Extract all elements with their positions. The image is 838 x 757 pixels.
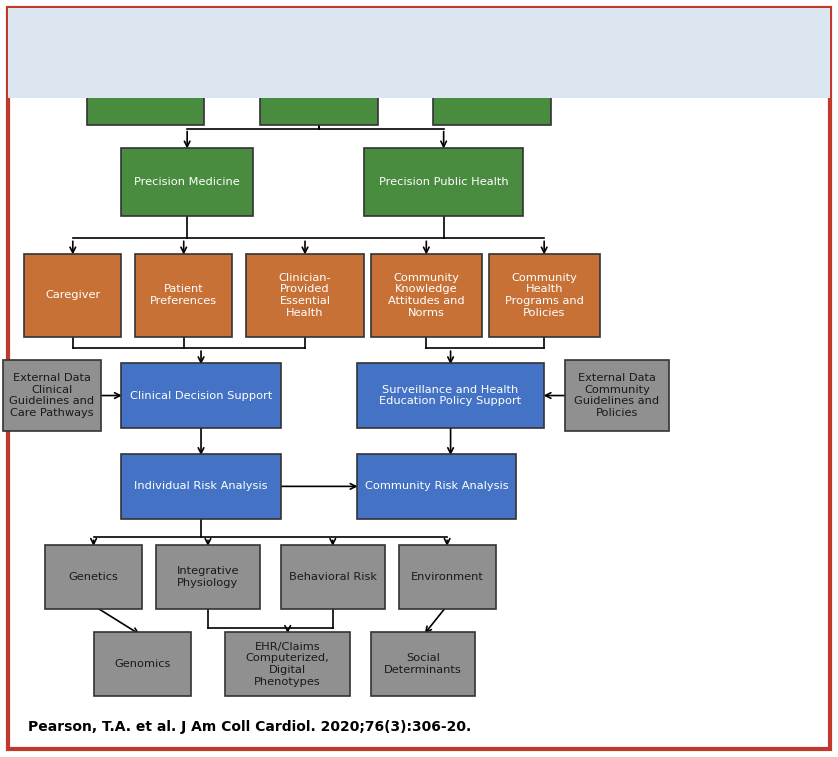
FancyBboxPatch shape xyxy=(3,360,101,431)
Text: Surveillance and Health
Education Policy Support: Surveillance and Health Education Policy… xyxy=(380,385,522,407)
FancyBboxPatch shape xyxy=(122,454,281,519)
Text: Community
Health
Programs and
Policies: Community Health Programs and Policies xyxy=(504,273,583,318)
Text: Genetics: Genetics xyxy=(69,572,118,582)
Text: CENTRAL ILLUSTRATION:: CENTRAL ILLUSTRATION: xyxy=(28,26,259,45)
FancyBboxPatch shape xyxy=(371,632,475,696)
Text: Clinical Decision Support: Clinical Decision Support xyxy=(130,391,272,400)
Text: Individual Risk Analysis: Individual Risk Analysis xyxy=(134,481,268,491)
FancyBboxPatch shape xyxy=(433,49,551,125)
FancyBboxPatch shape xyxy=(94,632,190,696)
FancyBboxPatch shape xyxy=(135,254,232,337)
Text: External Data
Community
Guidelines and
Policies: External Data Community Guidelines and P… xyxy=(574,373,660,418)
FancyBboxPatch shape xyxy=(357,363,544,428)
FancyBboxPatch shape xyxy=(225,632,350,696)
FancyBboxPatch shape xyxy=(122,363,281,428)
Text: Community Risk Analysis: Community Risk Analysis xyxy=(365,481,509,491)
Text: Patient
Preferences: Patient Preferences xyxy=(150,285,217,306)
FancyBboxPatch shape xyxy=(371,254,482,337)
FancyBboxPatch shape xyxy=(364,148,524,216)
Text: Behavioral Risk: Behavioral Risk xyxy=(289,572,377,582)
Text: Learning Health
Systems: Learning Health Systems xyxy=(101,76,191,98)
Text: Precision Medicine: Precision Medicine xyxy=(134,176,240,187)
Text: Community
Knowledge
Attitudes and
Norms: Community Knowledge Attitudes and Norms xyxy=(388,273,464,318)
FancyBboxPatch shape xyxy=(86,49,204,125)
FancyBboxPatch shape xyxy=(156,545,260,609)
FancyBboxPatch shape xyxy=(260,49,378,125)
Text: Integrative
Physiology: Integrative Physiology xyxy=(177,566,239,588)
FancyBboxPatch shape xyxy=(281,545,385,609)
Text: Caregiver: Caregiver xyxy=(45,290,101,301)
Text: Clinician-
Provided
Essential
Health: Clinician- Provided Essential Health xyxy=(279,273,331,318)
Text: Environment: Environment xyxy=(411,572,484,582)
Text: External Data
Clinical
Guidelines and
Care Pathways: External Data Clinical Guidelines and Ca… xyxy=(9,373,95,418)
FancyBboxPatch shape xyxy=(45,545,142,609)
FancyBboxPatch shape xyxy=(399,545,495,609)
Text: EHR/Claims
Computerized,
Digital
Phenotypes: EHR/Claims Computerized, Digital Phenoty… xyxy=(246,642,329,687)
Text: Precision Public Health: Precision Public Health xyxy=(379,176,509,187)
FancyBboxPatch shape xyxy=(122,148,253,216)
Text: Genomics: Genomics xyxy=(114,659,170,669)
Text: Pearson, T.A. et al. J Am Coll Cardiol. 2020;76(3):306-20.: Pearson, T.A. et al. J Am Coll Cardiol. … xyxy=(28,721,471,734)
Text: Precision Health: Precision Health xyxy=(273,82,365,92)
Text: The Integration of Multidimensional Data, Pre-
cision Analytics, and Implementat: The Integration of Multidimensional Data… xyxy=(163,26,804,65)
FancyBboxPatch shape xyxy=(246,254,364,337)
FancyBboxPatch shape xyxy=(565,360,669,431)
FancyBboxPatch shape xyxy=(357,454,516,519)
FancyBboxPatch shape xyxy=(489,254,600,337)
Text: Learning Health
Community: Learning Health Community xyxy=(447,76,537,98)
Text: Social
Determinants: Social Determinants xyxy=(384,653,462,675)
FancyBboxPatch shape xyxy=(24,254,122,337)
